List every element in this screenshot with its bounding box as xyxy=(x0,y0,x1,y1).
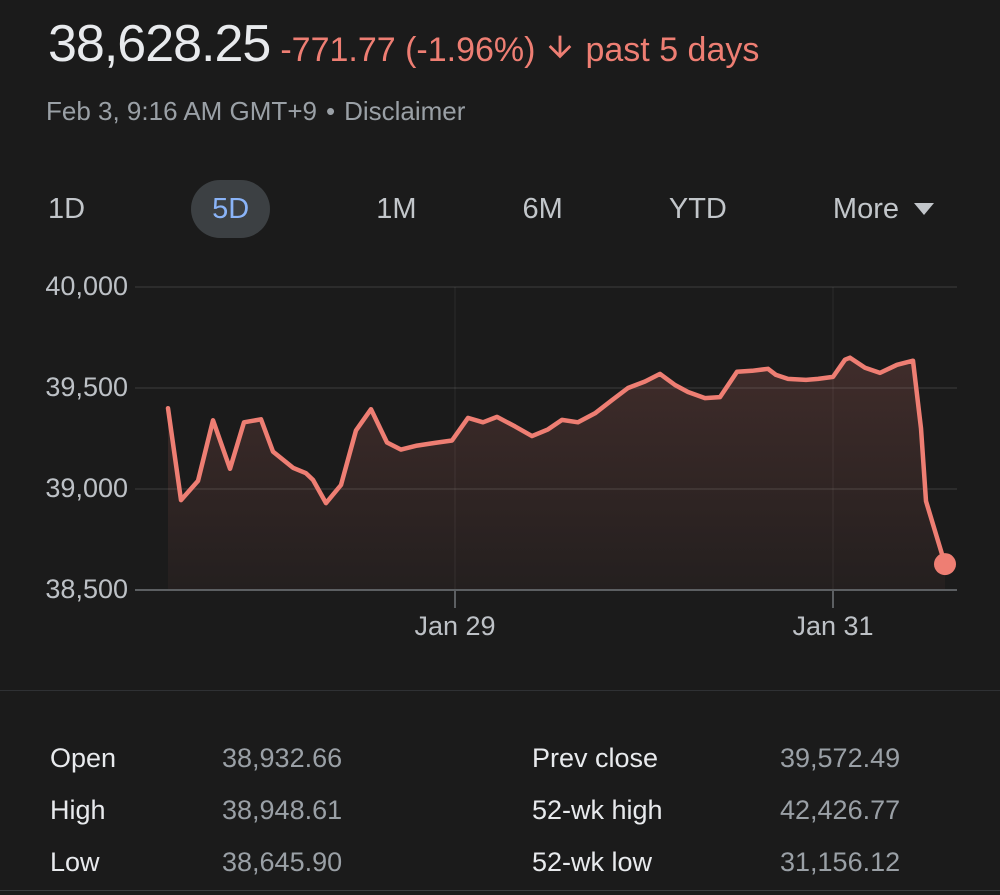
stat-value: 38,932.66 xyxy=(222,742,343,773)
arrow-down-icon xyxy=(543,30,577,69)
quote-timestamp: Feb 3, 9:16 AM GMT+9 xyxy=(46,96,317,126)
stat-label: 52-wk low xyxy=(532,846,653,877)
meta-separator: • xyxy=(325,96,336,126)
y-axis-label: 39,500 xyxy=(45,372,128,402)
stats-left-column: Open 38,932.66 High 38,948.61 Low 38,645.90 xyxy=(50,732,490,888)
tab-ytd[interactable]: YTD xyxy=(668,192,727,225)
tab-6m[interactable]: 6M xyxy=(522,192,563,225)
chart-plot-area[interactable] xyxy=(135,265,957,591)
current-price: 38,628.25 xyxy=(48,15,271,73)
y-axis-label: 39,000 xyxy=(45,473,128,503)
x-axis-label: Jan 31 xyxy=(792,611,874,641)
stat-label: Open xyxy=(50,742,117,773)
section-divider xyxy=(0,690,1000,691)
stat-row: 52-wk high 42,426.77 xyxy=(532,784,962,836)
price-change: -771.77 (-1.96%) xyxy=(280,31,536,69)
stat-label: Low xyxy=(50,846,100,877)
tab-more-label: More xyxy=(832,192,899,225)
stat-value: 42,426.77 xyxy=(780,794,901,825)
stat-row: High 38,948.61 xyxy=(50,784,490,836)
stat-value: 39,572.49 xyxy=(780,742,901,773)
tab-1d[interactable]: 1D xyxy=(48,192,86,225)
tab-5d[interactable]: 5D xyxy=(191,180,271,238)
change-period: past 5 days xyxy=(585,31,760,69)
disclaimer-link[interactable]: Disclaimer xyxy=(344,96,466,126)
stat-value: 38,948.61 xyxy=(222,794,343,825)
stat-row: 52-wk low 31,156.12 xyxy=(532,836,962,888)
quote-meta: Feb 3, 9:16 AM GMT+9 • Disclaimer xyxy=(46,96,465,127)
stat-label: Prev close xyxy=(532,742,659,773)
stat-row: Prev close 39,572.49 xyxy=(532,732,962,784)
stat-value: 31,156.12 xyxy=(780,846,901,877)
y-axis-label: 40,000 xyxy=(45,271,128,301)
x-axis-label: Jan 29 xyxy=(414,611,496,641)
tab-1m[interactable]: 1M xyxy=(376,192,417,225)
price-header: 38,628.25 -771.77 (-1.96%) past 5 days xyxy=(48,14,759,74)
dropdown-caret-icon xyxy=(913,203,934,215)
stat-label: High xyxy=(50,794,106,825)
stat-label: 52-wk high xyxy=(532,794,663,825)
stat-value: 38,645.90 xyxy=(222,846,343,877)
stat-row: Open 38,932.66 xyxy=(50,732,490,784)
bottom-divider xyxy=(0,890,1000,891)
tab-more[interactable]: More xyxy=(833,180,934,238)
stats-right-column: Prev close 39,572.49 52-wk high 42,426.77 52… xyxy=(532,732,962,888)
stat-row: Low 38,645.90 xyxy=(50,836,490,888)
y-axis-label: 38,500 xyxy=(45,574,128,604)
time-range-tabs: 1D 5D 1M 6M YTD More xyxy=(48,180,934,238)
